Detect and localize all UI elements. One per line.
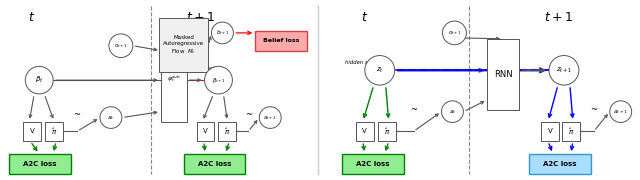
Text: $o_{t+1}$: $o_{t+1}$ <box>447 29 461 37</box>
Bar <box>541 122 559 141</box>
Text: $a_t$: $a_t$ <box>449 108 456 116</box>
Bar <box>23 122 41 141</box>
Text: V: V <box>548 128 552 134</box>
Text: sub-belief encoder: sub-belief encoder <box>161 26 206 31</box>
Circle shape <box>259 107 281 128</box>
Circle shape <box>365 56 395 85</box>
Text: $\beta_{t+1}$: $\beta_{t+1}$ <box>212 76 225 85</box>
Bar <box>356 122 374 141</box>
Text: $\hat{\pi}$: $\hat{\pi}$ <box>568 126 574 137</box>
Circle shape <box>205 66 232 94</box>
Text: $t+1$: $t+1$ <box>186 11 215 24</box>
Text: V: V <box>203 128 208 134</box>
Text: hidden state: hidden state <box>345 60 378 65</box>
Circle shape <box>100 107 122 128</box>
Text: $\hat{\pi}$: $\hat{\pi}$ <box>383 126 390 137</box>
Text: $\beta_t$: $\beta_t$ <box>35 75 44 85</box>
Text: A2C loss: A2C loss <box>543 161 577 167</box>
Circle shape <box>610 101 632 123</box>
Bar <box>342 154 404 174</box>
Text: RNN: RNN <box>494 70 513 79</box>
Text: $a_{t+1}$: $a_{t+1}$ <box>613 108 628 116</box>
Bar <box>161 35 187 122</box>
Text: $\varphi_t^{sub}$: $\varphi_t^{sub}$ <box>166 73 180 84</box>
Bar <box>159 18 209 72</box>
Text: ~: ~ <box>410 105 417 114</box>
Text: ~: ~ <box>74 110 81 119</box>
Text: Masked
Autoregressive
Flow  $M_c$: Masked Autoregressive Flow $M_c$ <box>163 35 204 56</box>
Text: A2C loss: A2C loss <box>198 161 231 167</box>
Circle shape <box>442 21 467 45</box>
Text: Belief loss: Belief loss <box>263 38 300 43</box>
Text: $o_{t+1}$: $o_{t+1}$ <box>114 42 128 50</box>
Text: $z_t$: $z_t$ <box>376 66 383 75</box>
Circle shape <box>211 22 234 44</box>
Text: $z_{t+1}$: $z_{t+1}$ <box>556 66 572 75</box>
Bar <box>184 154 245 174</box>
Text: $a_t$: $a_t$ <box>107 114 115 122</box>
Text: $\hat{\pi}$: $\hat{\pi}$ <box>51 126 58 137</box>
Bar <box>487 39 519 110</box>
Text: $\hat{\pi}$: $\hat{\pi}$ <box>224 126 230 137</box>
Text: ~: ~ <box>245 110 252 119</box>
Circle shape <box>109 34 133 57</box>
Circle shape <box>26 66 53 94</box>
Bar <box>529 154 591 174</box>
Text: $t+1$: $t+1$ <box>545 11 573 24</box>
Text: $t$: $t$ <box>361 11 369 24</box>
Bar <box>378 122 396 141</box>
Bar <box>562 122 580 141</box>
Circle shape <box>549 56 579 85</box>
Text: ~: ~ <box>590 105 597 114</box>
Text: $t$: $t$ <box>28 11 35 24</box>
Text: A2C loss: A2C loss <box>24 161 57 167</box>
Bar <box>45 122 63 141</box>
Text: A2C loss: A2C loss <box>356 161 390 167</box>
Text: $b_{t+1}$: $b_{t+1}$ <box>216 28 229 37</box>
Text: $a_{t+1}$: $a_{t+1}$ <box>263 114 277 122</box>
Bar <box>218 122 236 141</box>
Bar <box>255 31 307 51</box>
Circle shape <box>442 101 463 123</box>
Text: V: V <box>362 128 367 134</box>
Text: V: V <box>30 128 35 134</box>
Bar <box>196 122 214 141</box>
Bar <box>10 154 71 174</box>
